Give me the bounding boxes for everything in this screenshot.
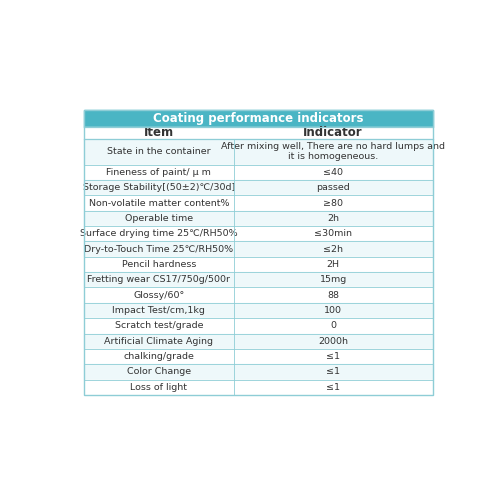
Text: Storage Stability[(50±2)℃/30d]: Storage Stability[(50±2)℃/30d] bbox=[82, 183, 235, 192]
Text: After mixing well, There are no hard lumps and
it is homogeneous.: After mixing well, There are no hard lum… bbox=[221, 142, 445, 162]
Text: ≤1: ≤1 bbox=[326, 368, 340, 376]
Text: 2H: 2H bbox=[326, 260, 340, 269]
Text: Fretting wear CS17/750g/500r: Fretting wear CS17/750g/500r bbox=[88, 276, 231, 284]
Text: ≥80: ≥80 bbox=[323, 198, 343, 207]
Bar bbox=[84, 272, 432, 287]
Text: Indicator: Indicator bbox=[304, 126, 363, 139]
Text: ≤40: ≤40 bbox=[323, 168, 343, 177]
Bar bbox=[84, 318, 432, 334]
Bar bbox=[84, 210, 432, 226]
Bar bbox=[84, 334, 432, 349]
Text: ≤30min: ≤30min bbox=[314, 229, 352, 238]
Text: ≤1: ≤1 bbox=[326, 352, 340, 361]
Bar bbox=[84, 196, 432, 210]
Bar bbox=[84, 349, 432, 364]
Bar bbox=[84, 242, 432, 257]
Text: Color Change: Color Change bbox=[126, 368, 191, 376]
Text: ≤2h: ≤2h bbox=[323, 244, 343, 254]
Bar bbox=[84, 380, 432, 395]
Text: 2h: 2h bbox=[327, 214, 339, 223]
Bar bbox=[84, 138, 432, 164]
Bar bbox=[84, 257, 432, 272]
Text: Fineness of paint/ μ m: Fineness of paint/ μ m bbox=[106, 168, 211, 177]
Text: State in the container: State in the container bbox=[107, 147, 210, 156]
Text: chalking/grade: chalking/grade bbox=[124, 352, 194, 361]
Text: Glossy/60°: Glossy/60° bbox=[133, 290, 184, 300]
Text: Dry-to-Touch Time 25℃/RH50%: Dry-to-Touch Time 25℃/RH50% bbox=[84, 244, 234, 254]
Text: 0: 0 bbox=[330, 322, 336, 330]
Bar bbox=[84, 288, 432, 303]
Text: 15mg: 15mg bbox=[320, 276, 347, 284]
Text: Scratch test/grade: Scratch test/grade bbox=[114, 322, 203, 330]
Text: 88: 88 bbox=[327, 290, 339, 300]
Text: Loss of light: Loss of light bbox=[130, 383, 188, 392]
Bar bbox=[84, 226, 432, 242]
Bar bbox=[84, 110, 432, 126]
Text: Item: Item bbox=[144, 126, 174, 139]
Bar bbox=[84, 164, 432, 180]
Text: Operable time: Operable time bbox=[124, 214, 193, 223]
Bar bbox=[84, 303, 432, 318]
Text: Impact Test/cm,1kg: Impact Test/cm,1kg bbox=[112, 306, 205, 315]
Text: Surface drying time 25℃/RH50%: Surface drying time 25℃/RH50% bbox=[80, 229, 237, 238]
Text: 2000h: 2000h bbox=[318, 336, 348, 345]
Text: Coating performance indicators: Coating performance indicators bbox=[153, 112, 364, 125]
Bar bbox=[84, 110, 432, 395]
Text: passed: passed bbox=[316, 183, 350, 192]
Text: Non-volatile matter content%: Non-volatile matter content% bbox=[88, 198, 229, 207]
Bar bbox=[84, 126, 432, 138]
Text: 100: 100 bbox=[324, 306, 342, 315]
Text: Artificial Climate Aging: Artificial Climate Aging bbox=[104, 336, 214, 345]
Text: Pencil hardness: Pencil hardness bbox=[122, 260, 196, 269]
Bar bbox=[84, 364, 432, 380]
Bar bbox=[84, 180, 432, 196]
Text: ≤1: ≤1 bbox=[326, 383, 340, 392]
